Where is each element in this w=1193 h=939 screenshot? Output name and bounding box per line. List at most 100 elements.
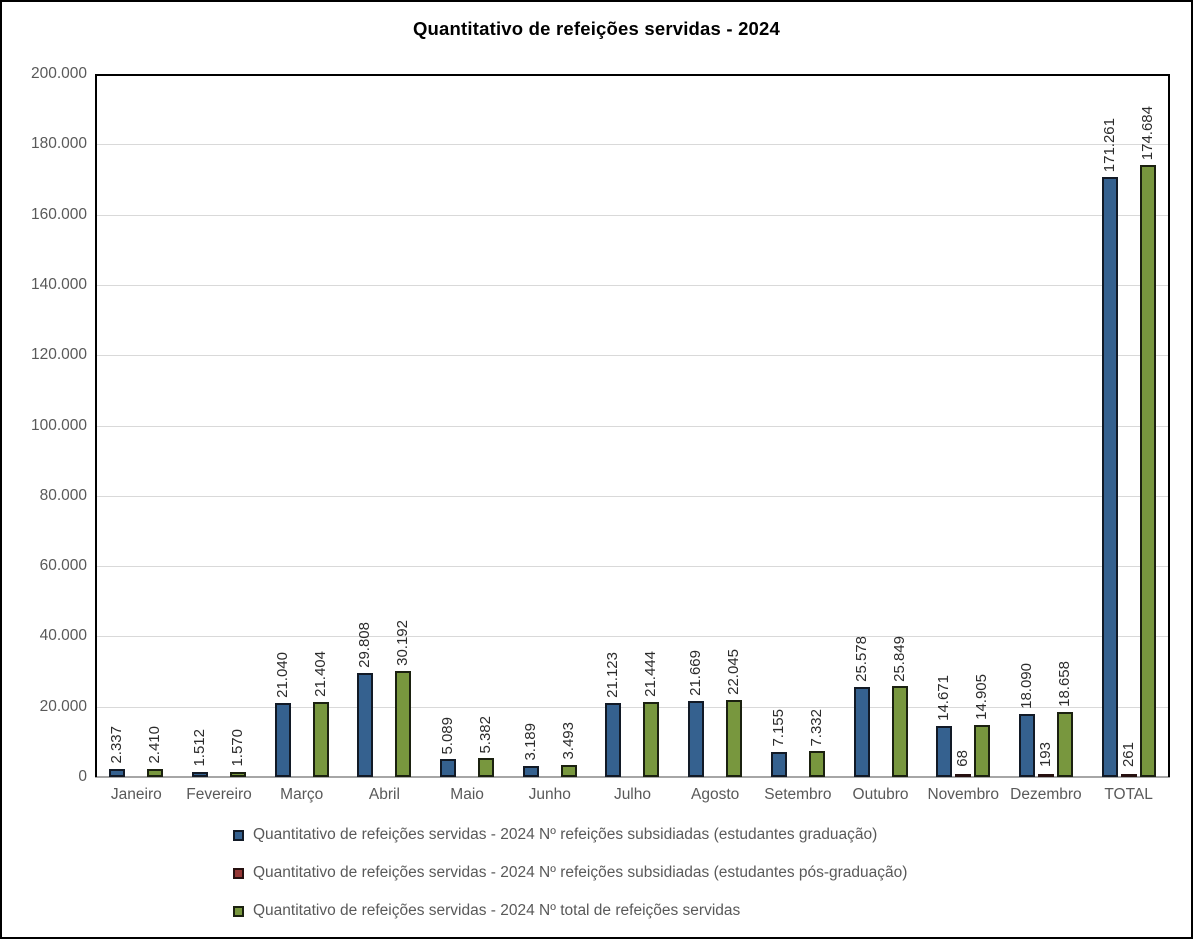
gridline [95,706,1170,708]
y-tick-label: 140.000 [30,275,87,293]
x-tick-label: Março [280,786,324,803]
bar-slot-graduacao: 21.040 [273,652,291,777]
y-tick-label: 40.000 [39,627,87,645]
bar-slot-total: 5.382 [477,716,495,777]
legend-swatch-graduacao [233,829,244,841]
bar-value-label: 21.444 [642,650,660,697]
bar-value-label: 18.090 [1017,662,1035,709]
category-group: 2.337 2.410 [95,74,178,777]
bar-slot-total: 3.493 [560,722,577,777]
bar-value-label: 29.808 [356,621,374,668]
bar-value-label: 3.493 [559,722,577,760]
bar-value-label: 174.684 [1138,105,1156,160]
bar-value-label: 1.512 [190,729,208,767]
bar-value-label: 2.410 [146,726,164,764]
bar-slot-graduacao: 29.808 [356,622,374,777]
gridline [95,284,1170,286]
category-group: 21.040 21.404 [260,74,343,777]
bar-value-label: 25.849 [890,635,908,682]
gridline [95,144,1170,146]
bar-slot-total: 25.849 [890,636,908,777]
x-axis-line [95,776,1170,778]
bar-value-label: 171.261 [1100,117,1118,172]
bar-slot-graduacao: 7.155 [770,709,787,777]
x-tick-label: Julho [613,786,651,803]
bar-value-label: 21.669 [686,650,704,697]
bar-slot-total: 14.905 [973,674,991,777]
x-tick-label: Novembro [927,786,999,803]
bar-value-label: 7.332 [807,708,825,747]
x-tick-label: TOTAL [1104,786,1153,803]
bar-slot-total: 21.444 [642,651,660,777]
x-tick-label: Outubro [852,786,909,803]
bar-slot-total: 2.410 [146,726,164,777]
legend-swatch-pos_graduacao [233,867,244,879]
y-tick-label: 20.000 [39,697,87,715]
bar-value-label: 7.155 [769,709,787,747]
bar-value-label: 21.404 [311,651,329,697]
bar-slot-graduacao: 25.578 [852,636,870,777]
bar-slot-total: 18.658 [1056,661,1073,777]
bar-value-label: 68 [953,750,971,767]
x-tick-label: Setembro [764,786,832,803]
bar-slot-total: 22.045 [725,649,743,777]
bar-value-label: 3.189 [521,723,539,761]
bar-slot-graduacao: 21.123 [604,652,622,777]
legend-label: Quantitativo de refeições servidas - 202… [253,864,908,881]
bar-value-label: 22.045 [724,648,742,695]
x-tick-label: Fevereiro [186,786,252,803]
bar-slot-total: 30.192 [394,620,412,777]
y-tick-label: 0 [78,768,87,785]
y-tick-label: 160.000 [30,205,87,223]
x-tick-label: Dezembro [1010,786,1082,803]
gridline [95,495,1170,497]
bar-value-label: 30.192 [394,620,412,667]
legend-label: Quantitativo de refeições servidas - 202… [253,902,741,919]
category-group: 5.089 5.382 [426,74,509,777]
category-group: 18.090 193 18.658 [1005,74,1088,777]
bar-slot-graduacao: 21.669 [687,650,705,777]
legend-swatch-total [233,905,244,917]
chart-title: Quantitativo de refeições servidas - 202… [412,18,781,39]
category-group: 3.189 3.493 [508,74,591,777]
category-group: 14.671 68 14.905 [922,74,1005,777]
y-tick-label: 80.000 [39,486,87,504]
legend-item-total: Quantitativo de refeições servidas - 202… [233,900,907,922]
bar-slot-total: 1.570 [229,729,247,777]
x-tick-label: Maio [450,786,484,803]
x-tick-label: Agosto [691,786,740,803]
bar-value-label: 5.089 [438,716,456,755]
bar-slot-pos_graduacao: 193 [1037,742,1054,777]
bar-slot-graduacao: 2.337 [108,726,126,777]
category-group: 21.123 21.444 [591,74,674,777]
category-group: 25.578 25.849 [839,74,922,777]
bar-value-label: 18.658 [1055,660,1073,707]
gridline [95,425,1170,427]
bar-value-label: 5.382 [476,715,494,754]
gridline [95,566,1170,568]
y-tick-label: 60.000 [39,557,87,575]
bar-slot-graduacao: 3.189 [522,723,539,777]
legend-item-graduacao: Quantitativo de refeições servidas - 202… [233,824,907,846]
bar-slot-total: 174.684 [1138,106,1156,777]
bar-value-label: 14.905 [972,673,990,720]
bar-slot-graduacao: 18.090 [1018,663,1035,777]
bar-slot-graduacao: 1.512 [191,729,209,777]
bar-value-label: 261 [1119,741,1137,767]
legend-item-pos_graduacao: Quantitativo de refeições servidas - 202… [233,862,907,884]
bar-slot-total: 21.404 [311,651,329,777]
y-tick-label: 120.000 [30,346,87,364]
bar-slot-total: 7.332 [808,709,825,777]
bar-slot-pos_graduacao: 68 [954,750,972,777]
x-tick-label: Abril [368,786,400,803]
category-group: 21.669 22.045 [674,74,757,777]
bar-value-label: 1.570 [228,728,246,767]
y-tick-label: 180.000 [30,135,87,153]
x-axis-labels: Janeiro Fevereiro Março Abril Maio Junho Julho… [95,786,1170,804]
category-group: 171.261 261 174.684 [1087,74,1170,777]
gridline [95,636,1170,638]
bar-slot-graduacao: 14.671 [935,675,953,777]
bar-value-label: 21.040 [273,652,291,699]
y-tick-label: 200.000 [30,65,87,82]
